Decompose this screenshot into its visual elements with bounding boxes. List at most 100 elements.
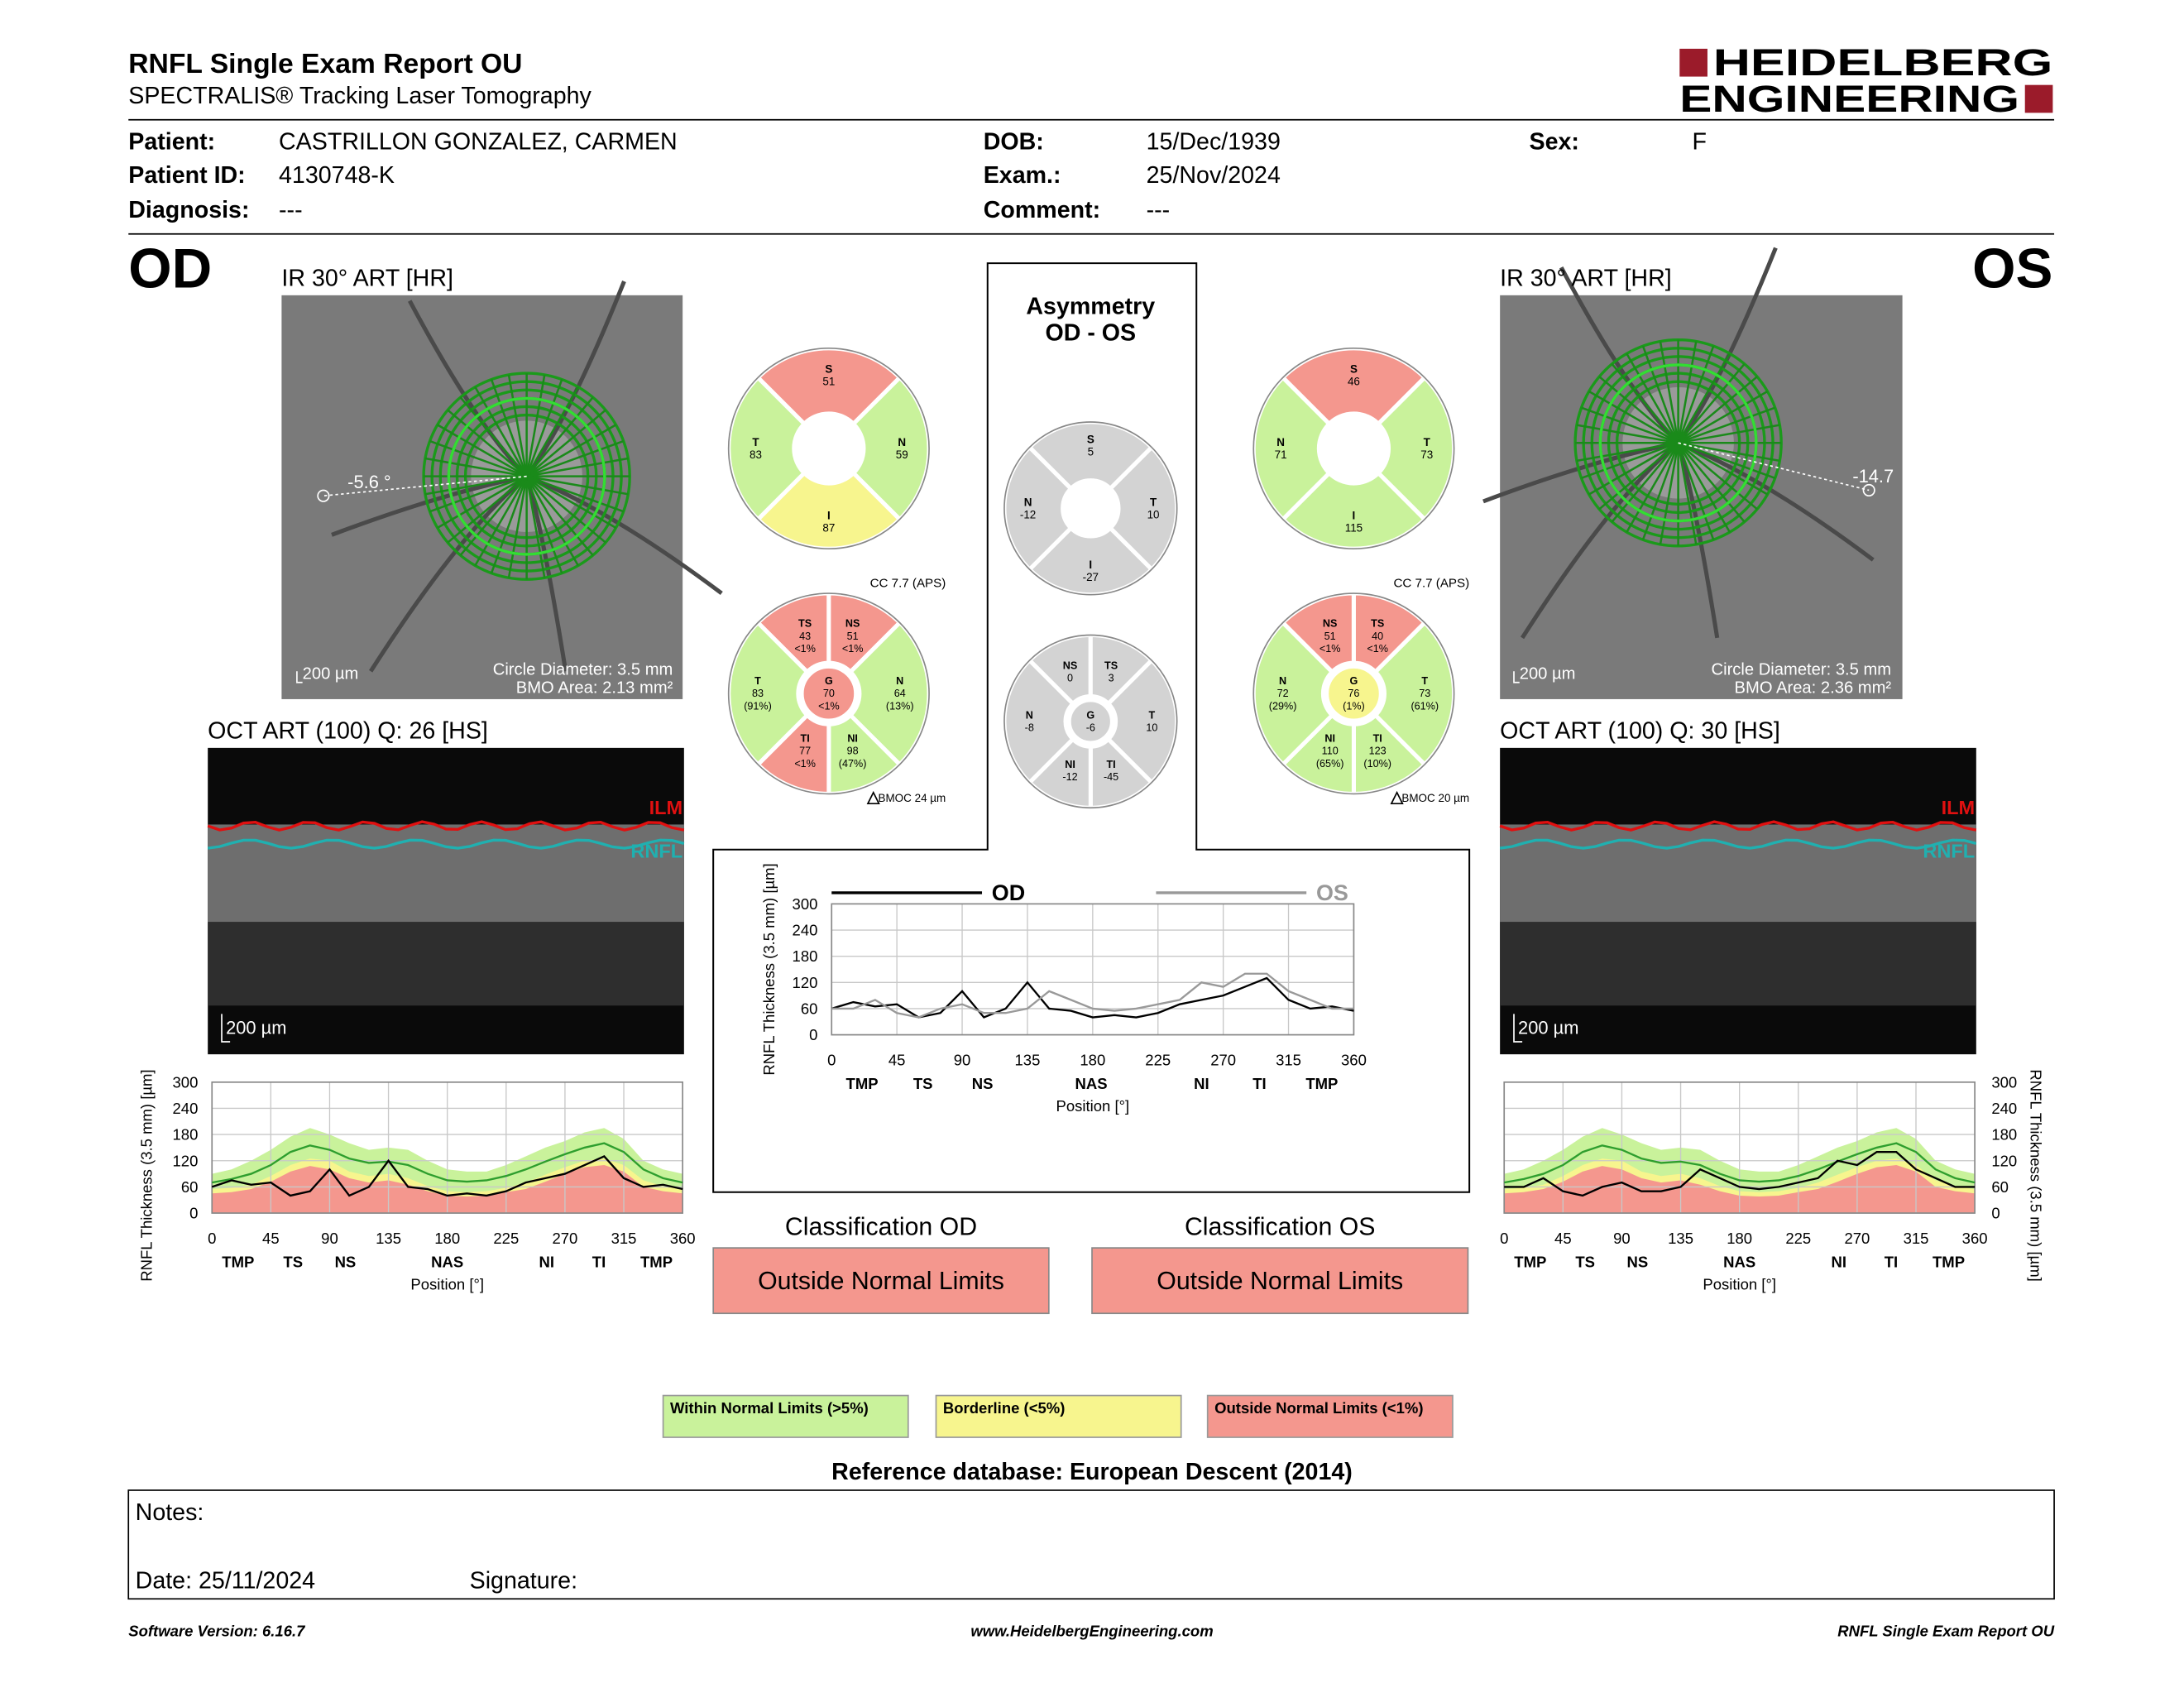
sector-percent: (65%): [1316, 758, 1344, 770]
angle-label: -5.6 °: [347, 472, 391, 492]
sector-name: G: [825, 675, 833, 687]
scan-line: [1677, 363, 1746, 444]
scan-line: [424, 475, 527, 496]
sector-name: TI: [1106, 759, 1115, 770]
legend-label: OS: [1316, 880, 1348, 905]
reference: Reference database: European Descent (20…: [831, 1459, 1353, 1485]
classification-box: [1091, 1247, 1469, 1315]
y-tick-label: 240: [793, 922, 818, 939]
scan-line: [525, 379, 563, 477]
bmo-area: BMO Area: 2.36 mm²: [1735, 679, 1892, 697]
oct-title: OCT ART (100) Q: 26 [HS]: [208, 718, 488, 745]
scan-line: [1677, 442, 1769, 496]
oct-layers: [208, 824, 684, 923]
scan-line: [1677, 352, 1731, 444]
field-value: ---: [279, 197, 303, 223]
scan-line: [1677, 442, 1758, 511]
y-axis-label: RNFL Thickness (3.5 mm) [µm]: [760, 863, 778, 1075]
y-tick-label: 0: [189, 1205, 198, 1222]
logo-square: [1679, 48, 1707, 77]
legend-box: [1206, 1394, 1454, 1438]
sector-name: T: [1150, 496, 1157, 508]
sector-percent: (61%): [1410, 700, 1439, 712]
sector-name: TI: [1373, 732, 1382, 744]
scan-line: [526, 475, 617, 530]
y-tick-label: 60: [801, 1000, 818, 1017]
y-tick-label: 120: [173, 1152, 199, 1169]
image-title: IR 30° ART [HR]: [1500, 266, 1672, 292]
asymmetry-title: Asymmetry: [1026, 293, 1155, 319]
scan-line: [507, 476, 528, 578]
x-axis-label: Position [°]: [1056, 1097, 1130, 1115]
notes-box: [127, 1489, 2055, 1600]
x-tick-label: 90: [1613, 1230, 1631, 1247]
sector-name: NI: [847, 732, 858, 744]
sector-name: N: [898, 436, 906, 448]
scale-label: 200 µm: [1520, 665, 1576, 683]
sector-percent: <1%: [842, 643, 864, 655]
scan-line: [1678, 442, 1780, 463]
scan-line: [1677, 376, 1758, 444]
sector-name: TS: [1371, 618, 1384, 630]
sector-name: N: [1026, 709, 1033, 721]
sector-name: G: [1086, 709, 1094, 721]
notes-label: Notes:: [136, 1499, 204, 1526]
sector-value: -27: [1083, 571, 1099, 583]
scale-bar: [1513, 671, 1520, 683]
ilm-line: [207, 820, 685, 832]
sector-value: -8: [1025, 722, 1034, 733]
scan-line: [1611, 363, 1679, 444]
x-tick-label: 45: [262, 1230, 280, 1247]
sector-value: 51: [1324, 631, 1336, 642]
ilm-line: [1499, 820, 1977, 832]
scan-circle: [1598, 363, 1758, 523]
rnfl-label: RNFL: [1923, 840, 1975, 861]
y-tick-label: 180: [793, 947, 818, 965]
scan-line: [437, 424, 528, 477]
scan-line: [1678, 442, 1776, 480]
sector-value: 46: [1348, 376, 1360, 388]
field-label: DOB:: [984, 129, 1044, 156]
plot-frame: [1503, 1081, 1976, 1214]
sector-tick-label: TS: [283, 1253, 303, 1270]
y-tick-label: 0: [809, 1026, 817, 1043]
sector-percent: <1%: [1320, 643, 1341, 655]
sector-value: 51: [822, 376, 835, 388]
scan-line: [526, 439, 625, 477]
delta-icon: [1390, 790, 1404, 805]
sector-percent: (47%): [839, 758, 867, 770]
circle-diameter: Circle Diameter: 3.5 mm: [493, 661, 673, 679]
scan-line: [490, 476, 528, 574]
field-label: Patient ID:: [128, 162, 245, 189]
ilm-label: ILM: [649, 797, 683, 818]
scan-line: [526, 475, 629, 496]
y-tick-label: 120: [793, 974, 818, 991]
sector-tick-label: TS: [1575, 1253, 1595, 1270]
sector-tick-label: TMP: [1933, 1253, 1965, 1270]
sector-outline: [1003, 421, 1178, 596]
delta-icon: [866, 790, 880, 805]
sector-value: 73: [1420, 448, 1433, 461]
x-tick-label: 225: [1785, 1230, 1811, 1247]
scan-line: [526, 475, 625, 513]
sector-percent: (13%): [886, 700, 914, 712]
sector-name: NI: [1324, 732, 1335, 744]
scan-line: [459, 396, 528, 477]
angle-label: -14.7: [1852, 466, 1894, 487]
sector-outline: [1252, 592, 1455, 795]
circle-diameter: Circle Diameter: 3.5 mm: [1712, 661, 1892, 679]
y-tick-label: 60: [181, 1178, 199, 1196]
sector-value: -6: [1086, 722, 1095, 733]
logo-text: HEIDELBERG: [1713, 41, 2053, 84]
scan-line: [1641, 442, 1679, 540]
sector-value: 43: [799, 631, 811, 642]
sector-percent: (91%): [744, 700, 772, 712]
x-tick-label: 270: [1210, 1051, 1236, 1068]
scan-line: [525, 386, 580, 477]
sector-tick-label: NI: [539, 1253, 555, 1270]
scan-line: [1598, 442, 1679, 511]
scan-line: [447, 409, 528, 477]
x-tick-label: 0: [827, 1051, 836, 1068]
